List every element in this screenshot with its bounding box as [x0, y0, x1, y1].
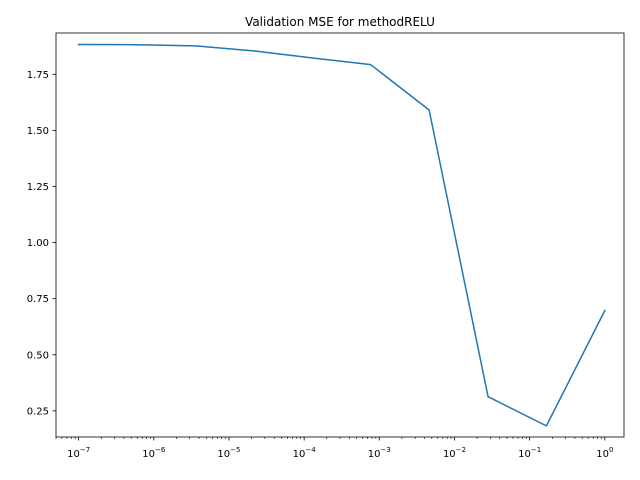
series-line-0 [77, 43, 606, 427]
y-tick-label: 0.75 [27, 294, 49, 305]
x-tick-label: 10−4 [293, 446, 317, 460]
x-tick-exponent: 0 [609, 446, 613, 454]
x-tick-label: 10−7 [67, 446, 90, 460]
x-tick-base: 10 [67, 449, 80, 460]
x-tick-base: 10 [293, 449, 306, 460]
x-tick-exponent: −5 [230, 446, 240, 454]
x-tick-label: 10−1 [518, 446, 541, 460]
x-tick-base: 10 [142, 449, 155, 460]
x-tick-exponent: −7 [80, 446, 90, 454]
y-tick-label: 1.00 [27, 238, 49, 249]
y-tick-label: 0.25 [27, 406, 49, 417]
x-tick-base: 10 [518, 449, 531, 460]
x-tick-label: 10−5 [217, 446, 240, 460]
x-tick-exponent: −1 [531, 446, 541, 454]
x-tick-exponent: −4 [305, 446, 316, 454]
x-tick-exponent: −3 [381, 446, 391, 454]
x-tick-label: 10−2 [443, 446, 466, 460]
x-tick-base: 10 [368, 449, 381, 460]
x-tick-label: 10−3 [368, 446, 391, 460]
x-tick-label: 100 [596, 446, 613, 460]
y-tick-label: 1.25 [27, 182, 49, 193]
y-tick-label: 1.50 [27, 126, 49, 137]
x-tick-base: 10 [443, 449, 456, 460]
y-tick-label: 1.75 [27, 70, 49, 81]
x-tick-exponent: −2 [456, 446, 466, 454]
y-tick-label: 0.50 [27, 350, 49, 361]
plot-area: 10−7 10−6 10−5 10−4 10−3 10−2 10−1 1000.250.500… [27, 32, 625, 460]
x-tick-base: 10 [596, 449, 609, 460]
x-tick-exponent: −6 [155, 446, 166, 454]
chart-title: Validation MSE for methodRELU [245, 15, 435, 29]
x-tick-base: 10 [217, 449, 230, 460]
x-tick-label: 10−6 [142, 446, 166, 460]
